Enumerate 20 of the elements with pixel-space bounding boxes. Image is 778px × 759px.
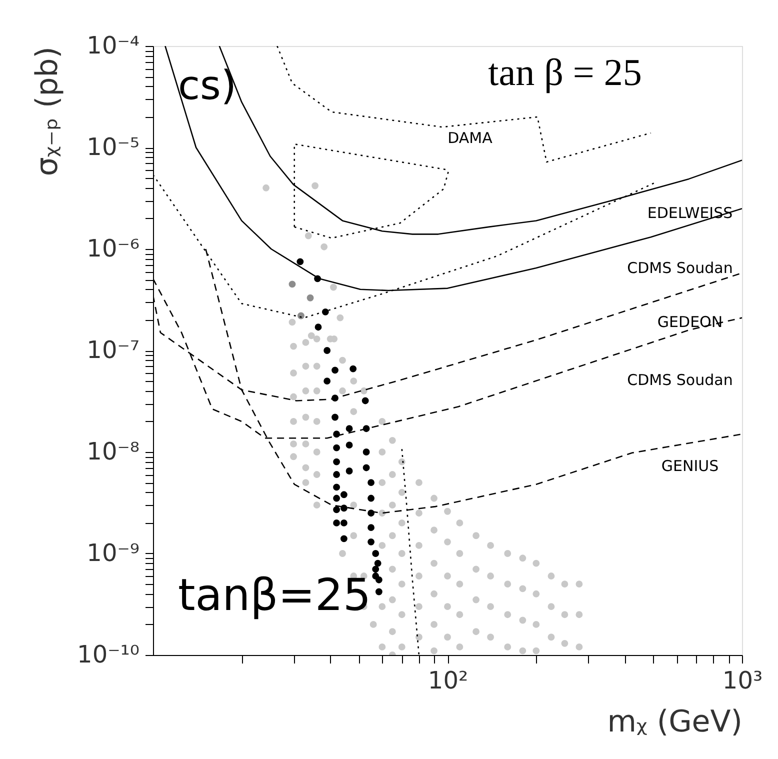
y-tick-label: 10⁻¹⁰ (77, 640, 140, 668)
x-axis-title: mᵪ (GeV) (607, 704, 742, 740)
y-tick-label: 10⁻⁶ (86, 234, 140, 262)
annotation: tanβ=25 (178, 570, 372, 621)
annotation: GEDEON (657, 313, 723, 331)
annotation: DAMA (448, 129, 494, 147)
annotation: CDMS Soudan (627, 259, 733, 277)
y-tick-label: 10⁻⁴ (86, 32, 140, 60)
x-tick-label: 10² (428, 666, 468, 694)
y-axis-title: σᵪ₋ₚ (pb) (30, 46, 66, 176)
y-tick-label: 10⁻⁹ (86, 539, 140, 567)
annotation: CDMS Soudan (627, 371, 733, 389)
annotation: EDELWEISS (647, 204, 733, 222)
y-tick-label: 10⁻⁸ (86, 438, 140, 466)
x-tick-label: 10³ (722, 666, 763, 694)
annotation: tan β = 25 (488, 52, 642, 94)
annotation: cs) (178, 63, 236, 109)
annotation: GENIUS (661, 457, 719, 475)
y-tick-label: 10⁻⁷ (86, 336, 140, 364)
y-tick-label: 10⁻⁵ (86, 133, 140, 161)
